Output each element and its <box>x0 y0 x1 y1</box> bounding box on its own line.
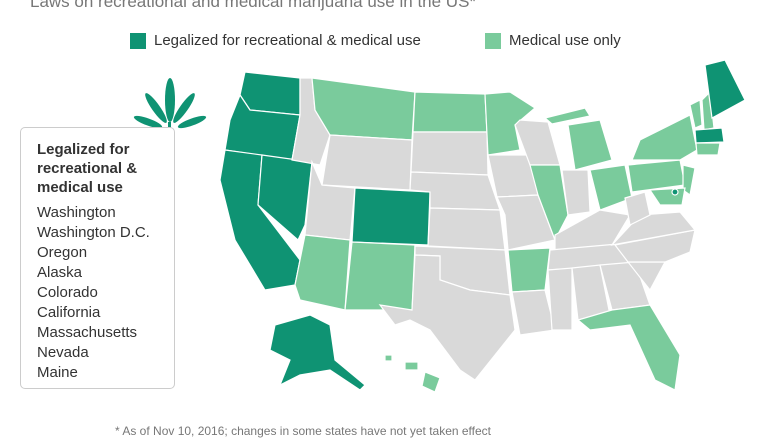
state <box>704 59 746 119</box>
legend-item: Medical use only <box>485 32 621 49</box>
state <box>567 119 613 171</box>
state <box>269 314 366 391</box>
state <box>511 289 556 336</box>
legend-label: Medical use only <box>509 32 621 49</box>
state <box>496 194 556 251</box>
state <box>529 164 569 242</box>
box-title: Legalized for recreational & medical use <box>37 141 138 196</box>
state-name: California <box>37 304 101 321</box>
state <box>384 354 393 362</box>
state <box>507 247 551 293</box>
state <box>554 209 631 251</box>
state <box>631 114 698 161</box>
state <box>543 107 591 125</box>
state <box>421 371 441 393</box>
state <box>294 234 351 311</box>
state-list-box: Legalized for recreational & medical use… <box>20 127 175 389</box>
state <box>410 131 489 176</box>
state <box>344 241 416 311</box>
state <box>351 187 431 246</box>
state <box>311 77 416 141</box>
state <box>378 254 516 381</box>
state-name: Colorado <box>37 284 98 301</box>
state <box>321 134 413 191</box>
state <box>682 164 696 197</box>
state <box>624 191 651 226</box>
states <box>219 59 746 393</box>
state <box>412 91 488 133</box>
state-list: Washington Washington D.C. Oregon Alaska Col… <box>37 203 164 383</box>
state-name: Washington D.C. <box>37 224 150 241</box>
legend-label: Legalized for recreational & medical use <box>154 32 421 49</box>
state <box>694 127 725 144</box>
state <box>695 142 721 156</box>
state <box>576 304 681 391</box>
dc <box>671 188 679 196</box>
state <box>648 187 686 206</box>
state-name: Oregon <box>37 244 88 261</box>
state-name: Massachusetts <box>37 324 138 341</box>
state-name: Washington <box>37 204 116 221</box>
state-name: Nevada <box>37 344 89 361</box>
legend-item: Legalized for recreational & medical use <box>130 32 421 49</box>
state-name: Alaska <box>37 264 83 281</box>
state <box>304 159 356 241</box>
title: Laws on recreational and medical marijua… <box>30 0 477 11</box>
state <box>427 207 506 251</box>
state <box>689 99 703 129</box>
state <box>561 169 591 216</box>
legend-swatch <box>485 32 501 49</box>
footnote: * As of Nov 10, 2016; changes in some st… <box>115 424 492 438</box>
state <box>547 267 573 331</box>
state-name: Maine <box>37 364 78 381</box>
legend-swatch <box>130 32 146 49</box>
state <box>627 159 686 193</box>
state <box>404 361 419 371</box>
leaf-icon <box>133 78 207 144</box>
